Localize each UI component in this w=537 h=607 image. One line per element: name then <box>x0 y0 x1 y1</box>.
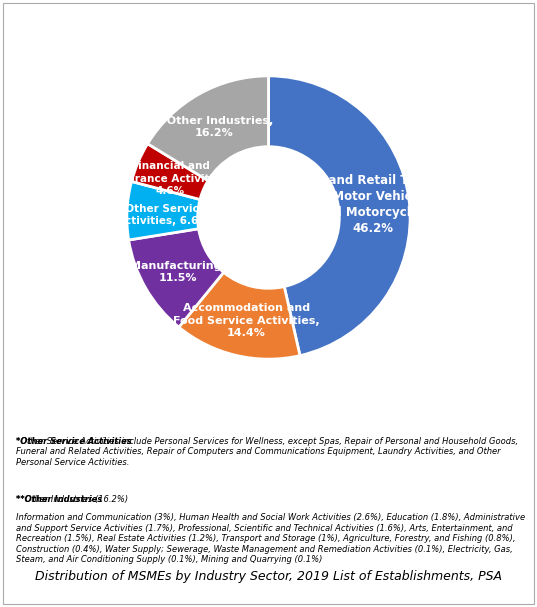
Text: **Other Industries,
16.2%: **Other Industries, 16.2% <box>155 116 273 138</box>
Wedge shape <box>268 76 410 356</box>
Text: *Other Service
Activities, 6.6%: *Other Service Activities, 6.6% <box>117 204 209 226</box>
Text: *Other Service Activities: *Other Service Activities <box>16 437 132 446</box>
Text: Financial and
Insurance Activities,
4.6%: Financial and Insurance Activities, 4.6% <box>110 161 231 196</box>
Wedge shape <box>132 144 208 200</box>
Text: Information and Communication (3%), Human Health and Social Work Activities (2.6: Information and Communication (3%), Huma… <box>16 514 525 564</box>
Text: Manufacturing,
11.5%: Manufacturing, 11.5% <box>130 261 226 283</box>
Text: Wholesale and Retail Trade; Repair
of Motor Vehicles
and Motorcycles,
46.2%: Wholesale and Retail Trade; Repair of Mo… <box>256 174 490 236</box>
Text: Distribution of MSMEs by Industry Sector, 2019 List of Establishments, PSA: Distribution of MSMEs by Industry Sector… <box>35 570 502 583</box>
Text: *Other Service Activities include Personal Services for Wellness, except Spas, R: *Other Service Activities include Person… <box>16 437 518 467</box>
Text: **Other Industries (16.2%): **Other Industries (16.2%) <box>16 495 128 504</box>
Wedge shape <box>179 273 300 359</box>
Wedge shape <box>148 76 268 181</box>
Text: Accommodation and
Food Service Activities,
14.4%: Accommodation and Food Service Activitie… <box>173 304 320 338</box>
Text: **Other Industries: **Other Industries <box>16 495 103 504</box>
Wedge shape <box>129 229 224 327</box>
Wedge shape <box>127 181 200 240</box>
